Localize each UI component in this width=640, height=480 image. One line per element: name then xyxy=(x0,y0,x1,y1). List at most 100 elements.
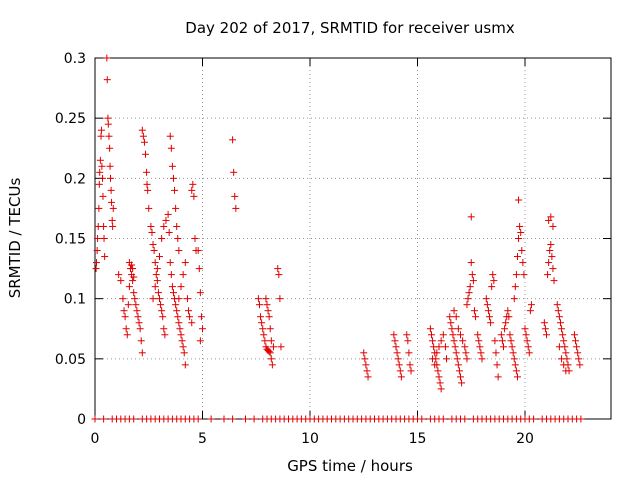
data-point xyxy=(505,313,513,321)
data-point xyxy=(446,313,454,321)
x-tick-label: 10 xyxy=(301,431,319,447)
data-point xyxy=(461,343,469,351)
data-point xyxy=(558,355,566,363)
data-point xyxy=(418,415,426,423)
data-point xyxy=(489,271,497,279)
data-point xyxy=(263,301,271,309)
data-point xyxy=(136,325,144,333)
data-point xyxy=(169,289,177,297)
data-point xyxy=(407,367,415,375)
data-point xyxy=(179,271,187,279)
data-point xyxy=(492,349,500,357)
data-point xyxy=(555,343,563,351)
data-point xyxy=(404,337,412,345)
data-point xyxy=(100,222,108,230)
data-point xyxy=(229,415,237,423)
data-point xyxy=(266,325,274,333)
data-point xyxy=(559,331,567,339)
data-point xyxy=(265,313,273,321)
data-point xyxy=(361,355,369,363)
data-point xyxy=(99,174,107,182)
data-point xyxy=(491,337,499,345)
data-point xyxy=(562,349,570,357)
data-point xyxy=(106,144,114,152)
data-point xyxy=(169,174,177,182)
y-tick-label: 0.1 xyxy=(64,292,86,308)
data-point xyxy=(267,337,275,345)
y-tick-label: 0.2 xyxy=(64,171,86,187)
data-point xyxy=(500,343,507,351)
data-point xyxy=(274,265,282,273)
data-point xyxy=(189,180,197,188)
data-point xyxy=(550,277,558,285)
data-point xyxy=(504,307,512,315)
data-point xyxy=(462,349,470,357)
data-point xyxy=(207,415,215,423)
data-point xyxy=(195,265,203,273)
data-point xyxy=(100,235,108,242)
data-point xyxy=(151,283,159,291)
data-point xyxy=(525,349,533,357)
data-point xyxy=(196,289,204,297)
data-point xyxy=(188,319,196,327)
data-point xyxy=(104,114,112,122)
data-point xyxy=(153,277,161,285)
data-point xyxy=(147,222,155,230)
data-point xyxy=(167,271,175,279)
data-point xyxy=(545,259,553,267)
data-point xyxy=(254,295,262,303)
data-point xyxy=(172,301,180,309)
data-point xyxy=(521,325,529,333)
data-point xyxy=(109,204,117,212)
data-point xyxy=(191,235,199,242)
data-point xyxy=(105,132,113,140)
data-point xyxy=(98,162,106,170)
data-point xyxy=(159,313,167,321)
data-point xyxy=(488,283,496,291)
data-point xyxy=(180,349,188,357)
data-point xyxy=(458,379,466,387)
data-point xyxy=(160,325,168,333)
data-point xyxy=(502,319,510,327)
data-point xyxy=(134,313,142,321)
data-point xyxy=(129,265,137,273)
data-point xyxy=(138,126,146,134)
y-tick-label: 0 xyxy=(77,412,86,428)
data-point xyxy=(168,162,176,170)
data-point xyxy=(562,367,570,375)
data-point xyxy=(364,373,372,381)
data-point xyxy=(406,361,414,369)
data-point xyxy=(510,355,518,363)
data-point xyxy=(434,367,442,375)
y-tick-label: 0.15 xyxy=(55,232,86,248)
x-axis-ticks: 0 5 10 15 20 xyxy=(91,58,534,447)
data-point xyxy=(429,355,437,363)
data-point xyxy=(429,337,437,345)
plot-frame xyxy=(94,57,612,420)
data-point xyxy=(131,295,139,303)
data-point xyxy=(394,355,402,363)
data-point xyxy=(577,415,585,423)
data-point xyxy=(171,186,179,194)
data-point xyxy=(546,247,554,255)
data-point xyxy=(548,253,556,261)
data-point xyxy=(179,343,187,351)
data-point xyxy=(437,337,445,345)
data-point xyxy=(92,265,100,273)
data-point xyxy=(576,361,584,369)
data-point xyxy=(231,192,239,200)
data-point xyxy=(441,343,449,351)
data-point xyxy=(197,313,205,321)
data-point xyxy=(509,349,517,357)
data-point xyxy=(152,271,160,279)
data-point xyxy=(391,337,399,345)
data-point xyxy=(104,120,112,128)
data-point xyxy=(101,253,109,261)
data-point xyxy=(475,337,483,345)
data-point xyxy=(397,373,405,381)
data-point xyxy=(275,271,283,279)
data-point xyxy=(166,132,174,140)
x-axis-label: GPS time / hours xyxy=(287,457,413,475)
data-point xyxy=(267,355,275,363)
data-point xyxy=(506,331,514,339)
